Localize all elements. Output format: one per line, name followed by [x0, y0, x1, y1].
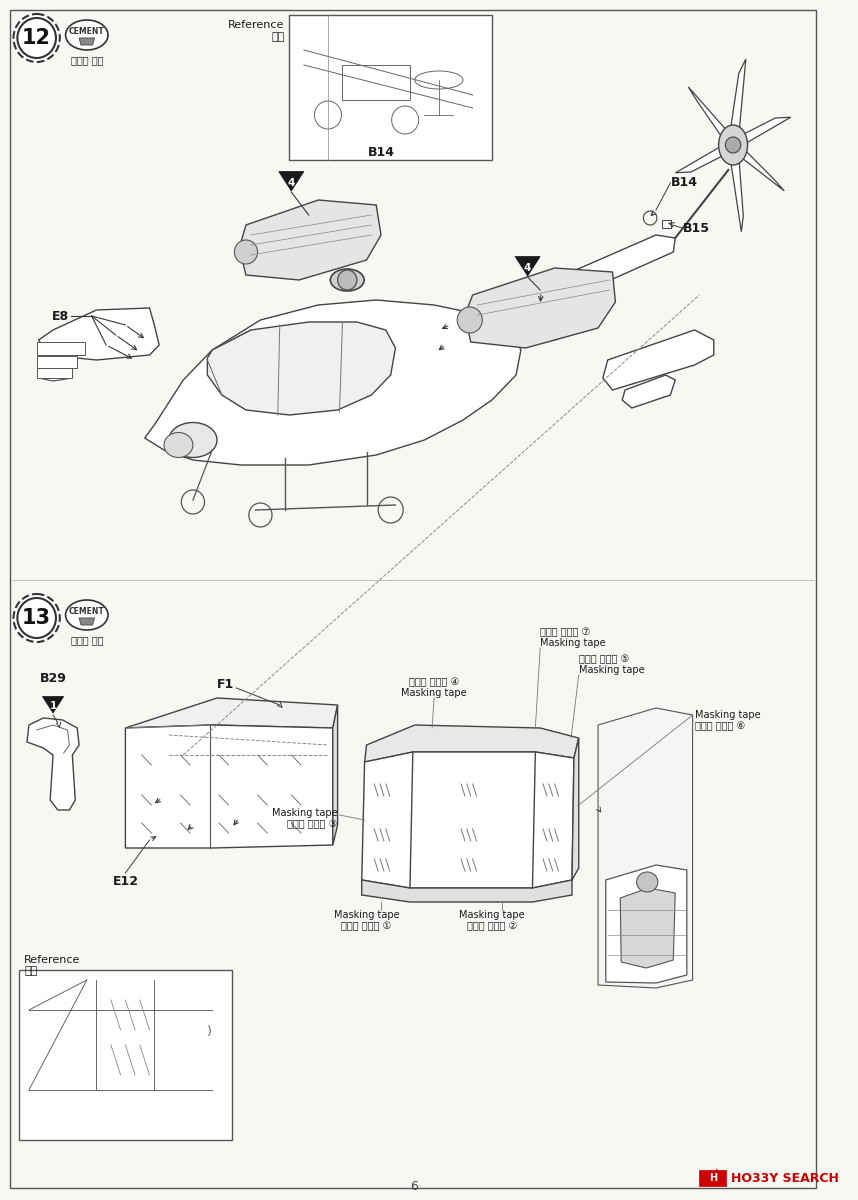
Text: B14: B14 — [670, 176, 698, 190]
Circle shape — [14, 594, 60, 642]
Text: 접착제 사용: 접착제 사용 — [70, 55, 103, 65]
Text: Masking tape: Masking tape — [694, 710, 760, 720]
Bar — [19, 970, 232, 1140]
Polygon shape — [125, 725, 333, 848]
Text: B14: B14 — [367, 145, 395, 158]
Text: 13: 13 — [22, 608, 51, 628]
Text: 마스킹 테이프 ③: 마스킹 테이프 ③ — [287, 818, 337, 829]
Polygon shape — [39, 308, 159, 360]
Ellipse shape — [65, 20, 108, 50]
Polygon shape — [622, 374, 675, 408]
Polygon shape — [515, 257, 541, 276]
Polygon shape — [37, 368, 72, 378]
Polygon shape — [145, 300, 521, 464]
Bar — [289, 14, 492, 160]
Polygon shape — [125, 698, 337, 728]
Circle shape — [17, 18, 56, 58]
Polygon shape — [732, 118, 791, 150]
Text: Reference: Reference — [228, 20, 285, 30]
Text: 마스킹 테이프 ①: 마스킹 테이프 ① — [341, 922, 391, 931]
Circle shape — [17, 598, 56, 638]
Polygon shape — [728, 144, 743, 232]
Polygon shape — [208, 322, 396, 415]
Polygon shape — [362, 752, 574, 888]
Text: CEMENT: CEMENT — [69, 606, 105, 616]
Polygon shape — [473, 235, 675, 335]
Text: 마스킹 테이프 ②: 마스킹 테이프 ② — [467, 922, 517, 931]
Polygon shape — [731, 140, 784, 191]
Text: Masking tape: Masking tape — [579, 665, 644, 674]
Text: Masking tape: Masking tape — [402, 688, 467, 698]
Text: ): ) — [208, 1025, 212, 1038]
Polygon shape — [473, 284, 593, 340]
Text: Masking tape: Masking tape — [541, 638, 606, 648]
Bar — [699, 1170, 727, 1186]
Text: Masking tape: Masking tape — [272, 808, 337, 818]
Ellipse shape — [330, 269, 364, 290]
Text: 마스킹 테이프 ⑦: 마스킹 테이프 ⑦ — [541, 626, 590, 637]
Circle shape — [337, 270, 357, 290]
Text: 1: 1 — [50, 701, 57, 710]
Ellipse shape — [65, 600, 108, 630]
Ellipse shape — [164, 432, 193, 457]
Text: 6: 6 — [410, 1180, 418, 1193]
Circle shape — [457, 307, 482, 332]
Circle shape — [14, 14, 60, 62]
Polygon shape — [465, 268, 615, 348]
Polygon shape — [39, 355, 72, 382]
Polygon shape — [675, 140, 734, 173]
Polygon shape — [279, 172, 304, 191]
Text: CEMENT: CEMENT — [69, 26, 105, 36]
Bar — [662, 220, 671, 228]
Text: 마스킹 테이프 ⑤: 마스킹 테이프 ⑤ — [579, 654, 629, 664]
Text: 참고: 참고 — [271, 32, 285, 42]
Polygon shape — [603, 330, 714, 390]
Text: Masking tape: Masking tape — [334, 910, 399, 920]
Text: HO33Y SEARCH: HO33Y SEARCH — [731, 1172, 839, 1186]
Polygon shape — [362, 880, 572, 902]
Text: 접착제 사용: 접착제 사용 — [70, 635, 103, 646]
Ellipse shape — [637, 872, 658, 892]
Polygon shape — [42, 696, 63, 713]
Text: H: H — [709, 1174, 717, 1183]
Text: Reference: Reference — [24, 955, 81, 965]
Ellipse shape — [719, 125, 747, 164]
Text: B15: B15 — [683, 222, 710, 234]
Text: E8: E8 — [52, 310, 69, 323]
Polygon shape — [79, 38, 94, 44]
Circle shape — [234, 240, 257, 264]
Text: 마스킹 테이프 ④: 마스킹 테이프 ④ — [409, 677, 459, 686]
Text: 마스킹 테이프 ⑥: 마스킹 테이프 ⑥ — [694, 721, 745, 731]
Circle shape — [725, 137, 740, 152]
Text: Masking tape: Masking tape — [459, 910, 525, 920]
Polygon shape — [79, 618, 94, 625]
Polygon shape — [572, 738, 579, 880]
Polygon shape — [728, 59, 746, 145]
Polygon shape — [37, 356, 77, 368]
Text: 참고: 참고 — [24, 966, 38, 976]
Polygon shape — [704, 1168, 725, 1184]
Polygon shape — [239, 200, 381, 280]
Polygon shape — [598, 708, 692, 988]
Polygon shape — [333, 704, 337, 845]
Ellipse shape — [169, 422, 217, 457]
Polygon shape — [365, 725, 579, 762]
Bar — [342, 65, 410, 100]
Text: 4: 4 — [524, 263, 531, 272]
Text: F1: F1 — [217, 678, 234, 691]
Polygon shape — [37, 342, 85, 355]
Polygon shape — [688, 86, 736, 149]
Text: E12: E12 — [112, 875, 138, 888]
Polygon shape — [620, 888, 675, 968]
Polygon shape — [27, 718, 79, 810]
Text: B29: B29 — [39, 672, 66, 685]
Text: 4: 4 — [287, 178, 295, 187]
Polygon shape — [606, 865, 686, 983]
Text: 12: 12 — [22, 28, 51, 48]
